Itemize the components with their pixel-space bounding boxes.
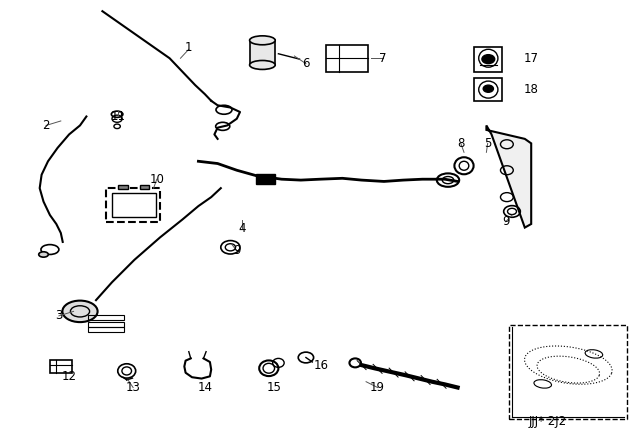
Ellipse shape xyxy=(250,36,275,45)
Bar xyxy=(140,185,149,189)
Circle shape xyxy=(483,85,493,92)
Bar xyxy=(118,185,128,189)
Text: 6: 6 xyxy=(302,57,310,70)
Ellipse shape xyxy=(250,60,275,69)
Text: 4: 4 xyxy=(238,222,246,235)
Polygon shape xyxy=(486,125,531,228)
Bar xyxy=(112,193,156,217)
Text: 14: 14 xyxy=(197,381,212,394)
Text: 17: 17 xyxy=(524,52,539,65)
Bar xyxy=(88,315,124,320)
Text: 2: 2 xyxy=(42,119,50,132)
Bar xyxy=(509,325,627,419)
Text: 1: 1 xyxy=(185,40,193,54)
Bar xyxy=(88,322,124,327)
Ellipse shape xyxy=(63,301,97,322)
Text: 18: 18 xyxy=(524,83,539,96)
Circle shape xyxy=(482,55,495,64)
Text: 9: 9 xyxy=(502,215,509,228)
Bar xyxy=(326,45,368,72)
Bar xyxy=(474,47,502,72)
Text: 7: 7 xyxy=(379,52,387,65)
Text: 12: 12 xyxy=(61,370,77,383)
Text: 13: 13 xyxy=(125,381,141,394)
Text: 19: 19 xyxy=(370,381,385,394)
Ellipse shape xyxy=(39,252,49,257)
Text: 9: 9 xyxy=(233,244,241,258)
Bar xyxy=(256,174,275,184)
Text: 5: 5 xyxy=(484,137,492,150)
Text: JJJ* 2J2: JJJ* 2J2 xyxy=(528,414,566,428)
Text: 8: 8 xyxy=(457,137,465,150)
Bar xyxy=(88,327,124,332)
Text: 10: 10 xyxy=(149,172,164,186)
Bar xyxy=(250,40,275,65)
Text: 11: 11 xyxy=(111,110,126,123)
Bar xyxy=(50,360,72,373)
Bar xyxy=(106,188,160,222)
Text: 3: 3 xyxy=(55,309,63,323)
Text: 16: 16 xyxy=(314,358,329,372)
Text: 15: 15 xyxy=(266,381,282,394)
Bar xyxy=(474,78,502,101)
